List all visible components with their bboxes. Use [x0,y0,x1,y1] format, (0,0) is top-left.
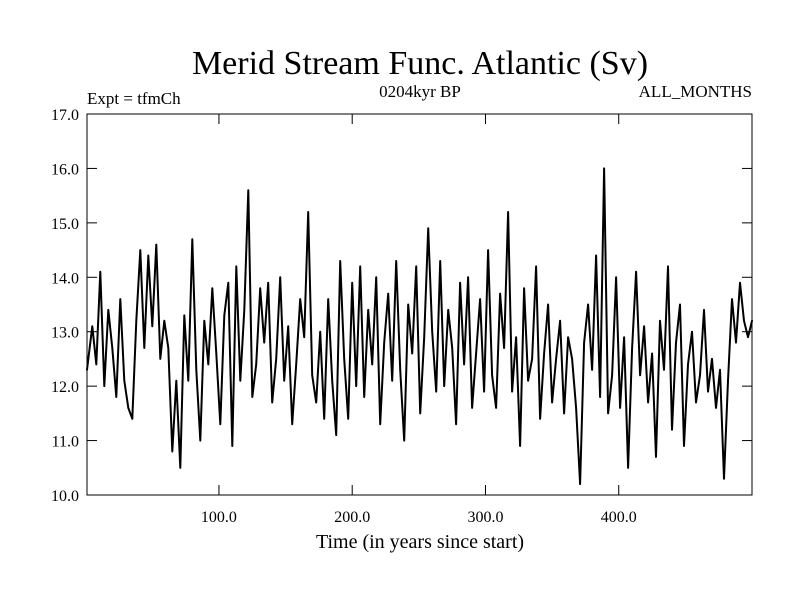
x-tick-label: 200.0 [334,509,370,526]
y-tick-label: 16.0 [51,161,79,178]
months-label: ALL_MONTHS [639,82,752,101]
y-tick-label: 13.0 [51,325,79,342]
y-tick-label: 17.0 [51,107,79,124]
x-axis-label: Time (in years since start) [316,531,524,553]
y-axis-ticks: 10.0 11.0 12.0 13.0 14.0 15.0 16.0 17.0 [51,107,752,505]
x-tick-label: 100.0 [201,509,237,526]
chart-title: Merid Stream Func. Atlantic (Sv) [192,45,648,82]
x-axis-ticks: 100.0 200.0 300.0 400.0 [201,114,637,526]
plot-frame [86,113,753,496]
x-tick-label: 300.0 [467,509,503,526]
series-line [86,167,753,486]
y-tick-label: 12.0 [51,379,79,396]
experiment-label: Expt = tfmCh [87,89,181,108]
y-tick-label: 15.0 [51,216,79,233]
chart-subtitle: 0204kyr BP [379,82,461,101]
y-tick-label: 11.0 [52,434,79,451]
x-tick-label: 400.0 [601,509,637,526]
y-tick-label: 14.0 [51,270,79,287]
y-tick-label: 10.0 [51,488,79,505]
